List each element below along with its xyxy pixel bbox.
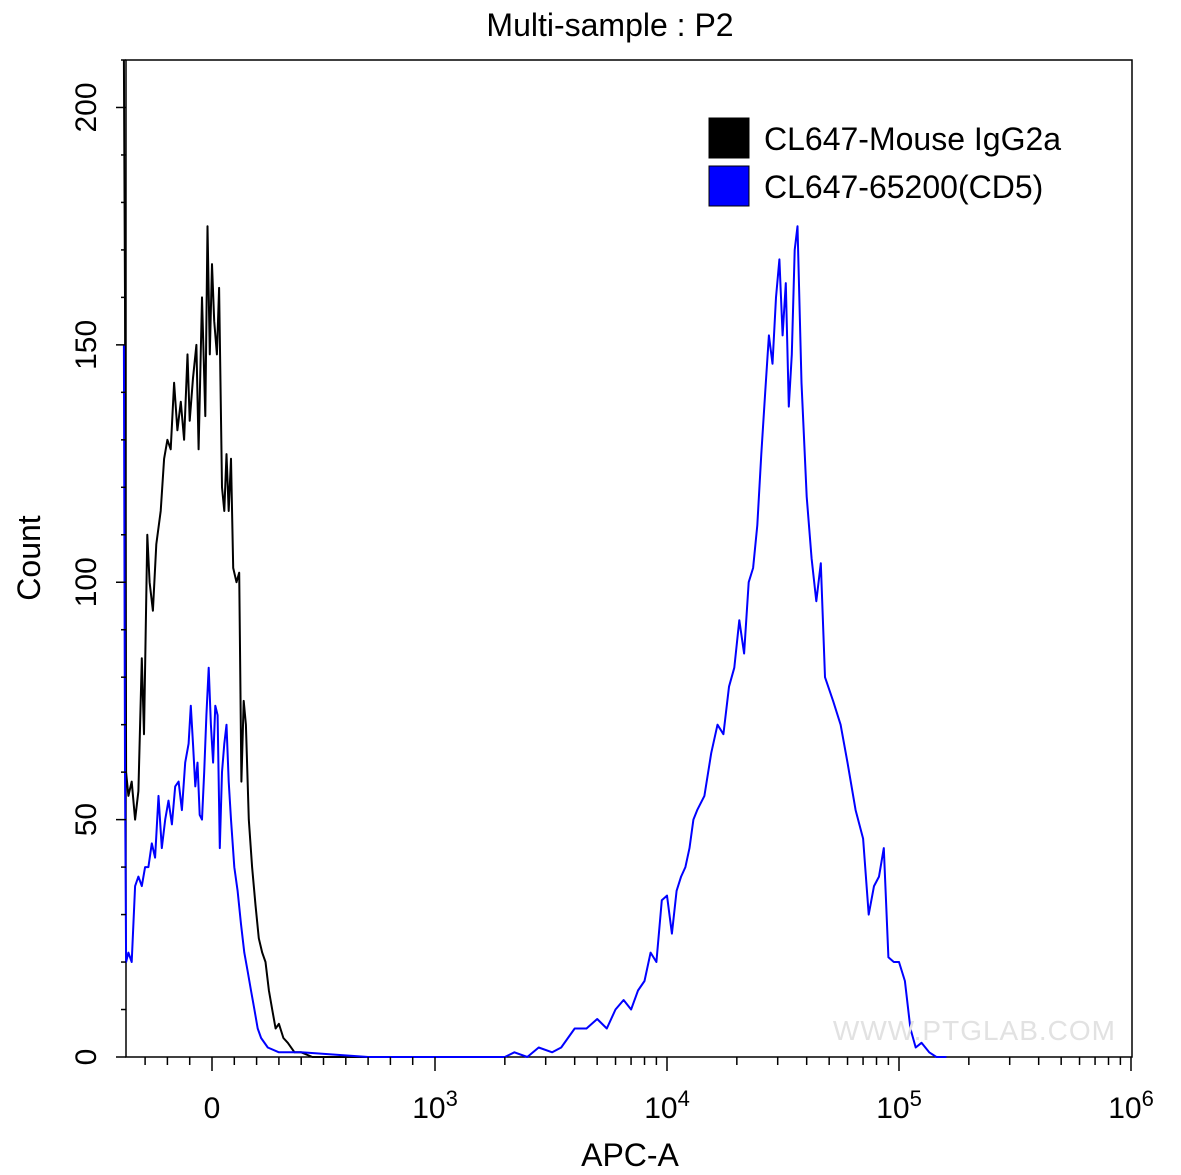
y-tick-label: 100	[70, 557, 103, 607]
x-tick-label: 106	[1108, 1086, 1154, 1125]
legend: CL647-Mouse IgG2a CL647-65200(CD5)	[708, 117, 1061, 207]
y-tick-label: 0	[70, 1049, 103, 1066]
y-tick-label: 150	[70, 320, 103, 370]
y-tick-label: 50	[70, 803, 103, 836]
y-tick-label: 200	[70, 82, 103, 132]
watermark-text: WWW.PTGLAB.COM	[833, 1015, 1116, 1046]
legend-swatch-2	[708, 165, 750, 207]
legend-swatch-1	[708, 117, 750, 159]
x-axis-label: APC-A	[581, 1137, 679, 1173]
chart-title: Multi-sample : P2	[486, 7, 733, 43]
x-axis: 0 103 104 105 106	[144, 1057, 1154, 1125]
x-tick-label: 0	[204, 1092, 221, 1125]
x-tick-label: 105	[876, 1086, 922, 1125]
legend-label-1: CL647-Mouse IgG2a	[764, 121, 1061, 157]
x-tick-label: 104	[644, 1086, 690, 1125]
legend-label-2: CL647-65200(CD5)	[764, 169, 1043, 205]
x-tick-label: 103	[412, 1086, 458, 1125]
series-line-1	[122, 59, 435, 1058]
series-line-2	[122, 225, 947, 1058]
series-layer	[122, 59, 947, 1058]
y-axis: 0 50 100 150 200	[70, 59, 126, 1066]
plot-area	[125, 59, 1133, 1058]
y-axis-label: Count	[11, 515, 47, 601]
